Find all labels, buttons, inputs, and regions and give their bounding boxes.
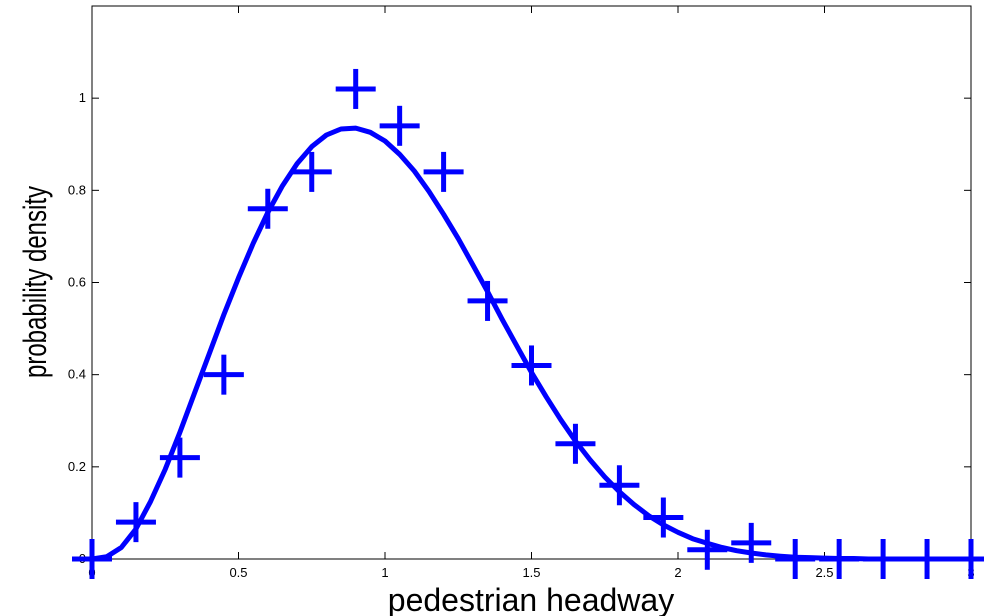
data-point-marker [511, 345, 552, 386]
data-point-marker [775, 539, 816, 579]
plot-area [91, 5, 972, 560]
data-point-marker [115, 502, 156, 543]
x-tick-label: 2.5 [815, 565, 833, 580]
data-point-marker [907, 539, 948, 579]
data-point-marker [379, 105, 420, 146]
data-point-marker [72, 539, 112, 579]
x-tick-label: 2 [674, 565, 681, 580]
y-axis-title: probability density [17, 185, 53, 378]
y-tick-label: 0.6 [68, 275, 86, 290]
data-point-marker [335, 68, 376, 109]
data-point-marker [643, 497, 684, 538]
data-point-marker [819, 539, 860, 579]
y-tick-label: 0.8 [68, 182, 86, 197]
x-axis-title: pedestrian headway [388, 582, 674, 616]
data-point-marker [423, 151, 464, 192]
data-point-marker [599, 465, 640, 506]
data-point-marker [203, 354, 244, 395]
data-point-marker [863, 539, 904, 579]
data-point-marker [731, 522, 772, 563]
data-point-marker [687, 529, 728, 570]
data-point-marker [467, 280, 508, 321]
data-point-marker [247, 188, 288, 229]
data-point-marker [555, 423, 596, 464]
y-tick-label: 0.4 [68, 367, 86, 382]
x-tick-label: 1 [381, 565, 388, 580]
data-markers [72, 68, 984, 579]
y-tick-label: 0.2 [68, 459, 86, 474]
x-tick-label: 1.5 [522, 565, 540, 580]
y-tick-label: 1 [79, 90, 86, 105]
data-point-marker [951, 539, 984, 579]
x-tick-label: 0.5 [229, 565, 247, 580]
data-point-marker [291, 151, 332, 192]
data-point-marker [159, 437, 200, 478]
